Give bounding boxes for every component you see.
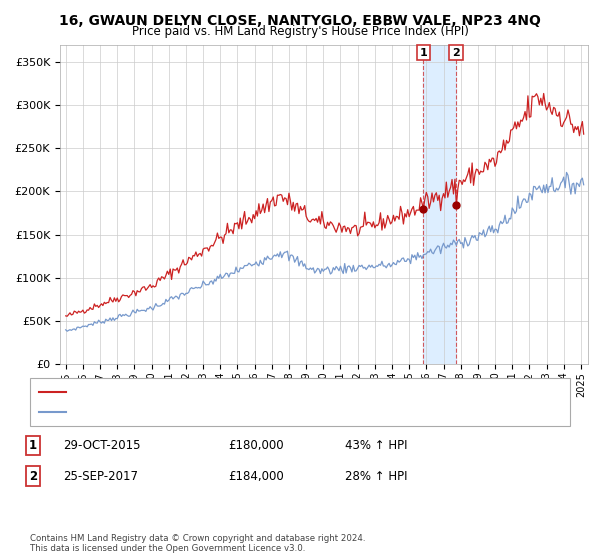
Text: Contains HM Land Registry data © Crown copyright and database right 2024.
This d: Contains HM Land Registry data © Crown c… <box>30 534 365 553</box>
Text: 28% ↑ HPI: 28% ↑ HPI <box>345 470 407 483</box>
Text: 1: 1 <box>419 48 427 58</box>
Text: 2: 2 <box>29 470 37 483</box>
Text: 1: 1 <box>29 439 37 452</box>
Text: £184,000: £184,000 <box>228 470 284 483</box>
Text: 25-SEP-2017: 25-SEP-2017 <box>63 470 138 483</box>
Text: 43% ↑ HPI: 43% ↑ HPI <box>345 439 407 452</box>
Text: 2: 2 <box>452 48 460 58</box>
Text: 16, GWAUN DELYN CLOSE, NANTYGLO, EBBW VALE, NP23 4NQ (detached house): 16, GWAUN DELYN CLOSE, NANTYGLO, EBBW VA… <box>72 388 473 397</box>
Text: 16, GWAUN DELYN CLOSE, NANTYGLO, EBBW VALE, NP23 4NQ: 16, GWAUN DELYN CLOSE, NANTYGLO, EBBW VA… <box>59 14 541 28</box>
Text: 29-OCT-2015: 29-OCT-2015 <box>63 439 140 452</box>
Text: £180,000: £180,000 <box>228 439 284 452</box>
Text: Price paid vs. HM Land Registry's House Price Index (HPI): Price paid vs. HM Land Registry's House … <box>131 25 469 38</box>
Bar <box>424 45 456 364</box>
Text: HPI: Average price, detached house, Blaenau Gwent: HPI: Average price, detached house, Blae… <box>72 407 332 417</box>
